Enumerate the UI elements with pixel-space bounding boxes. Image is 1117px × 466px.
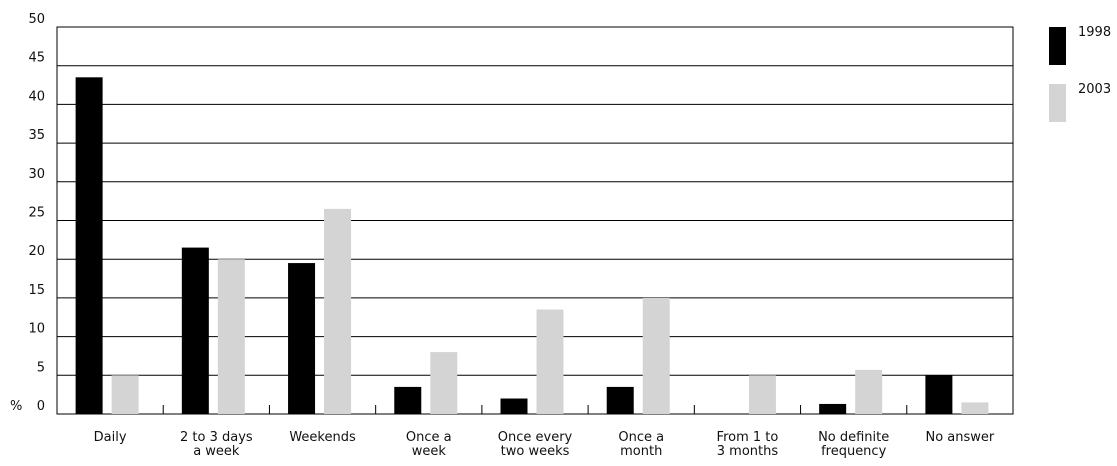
bar-2003-2 bbox=[324, 208, 352, 414]
bar-2003-6 bbox=[748, 375, 776, 414]
bar-1998-1 bbox=[181, 247, 209, 414]
bars bbox=[75, 77, 989, 414]
y-tick-label: 50 bbox=[28, 12, 45, 27]
legend: 1998 2003 bbox=[1049, 25, 1111, 122]
y-tick-label: 30 bbox=[28, 167, 45, 182]
x-tick-label: No definite frequency bbox=[818, 430, 889, 459]
y-axis-label: % bbox=[10, 399, 22, 414]
bar-1998-8 bbox=[925, 375, 953, 414]
legend-swatch-1998 bbox=[1049, 27, 1066, 65]
y-tick-label: 0 bbox=[37, 399, 45, 414]
x-tick-label: Weekends bbox=[289, 430, 356, 445]
y-tick-label: 20 bbox=[28, 244, 45, 259]
x-tick-label: Once a month bbox=[618, 430, 664, 459]
y-tick-label: 10 bbox=[28, 322, 45, 337]
bar-2003-5 bbox=[642, 297, 670, 414]
y-tick-label: 25 bbox=[28, 206, 45, 221]
y-tick-label: 45 bbox=[28, 51, 45, 66]
y-tick-label: 5 bbox=[37, 360, 45, 375]
bar-2003-4 bbox=[536, 309, 564, 414]
bar-1998-5 bbox=[606, 386, 634, 414]
bar-1998-2 bbox=[288, 263, 316, 414]
y-tick-label: 40 bbox=[28, 89, 45, 104]
y-tick-label: 35 bbox=[28, 128, 45, 143]
x-tick-label: 2 to 3 days a week bbox=[180, 430, 253, 459]
x-tick-label: From 1 to 3 months bbox=[717, 430, 779, 459]
bar-1998-3 bbox=[394, 386, 422, 414]
legend-swatch-2003 bbox=[1049, 84, 1066, 122]
bar-1998-4 bbox=[500, 398, 528, 414]
x-tick-label: No answer bbox=[926, 430, 995, 445]
legend-label-1998: 1998 bbox=[1078, 25, 1111, 40]
bar-1998-0 bbox=[75, 77, 103, 414]
y-tick-label: 15 bbox=[28, 283, 45, 298]
bar-2003-8 bbox=[961, 402, 989, 414]
x-tick-label: Once a week bbox=[406, 430, 452, 459]
bar-2003-7 bbox=[855, 369, 883, 414]
bar-2003-3 bbox=[430, 352, 458, 414]
axes: 0 5 10 15 20 25 30 35 40 45 50% Daily 2 to 3 days a w… bbox=[10, 12, 995, 459]
bar-2003-0 bbox=[111, 375, 139, 414]
bar-2003-1 bbox=[217, 259, 245, 414]
gridlines bbox=[56, 26, 1014, 415]
legend-label-2003: 2003 bbox=[1078, 82, 1111, 97]
x-tick-label: Daily bbox=[94, 430, 127, 445]
bar-1998-7 bbox=[819, 403, 847, 414]
x-tick-label: Once every two weeks bbox=[498, 430, 573, 459]
